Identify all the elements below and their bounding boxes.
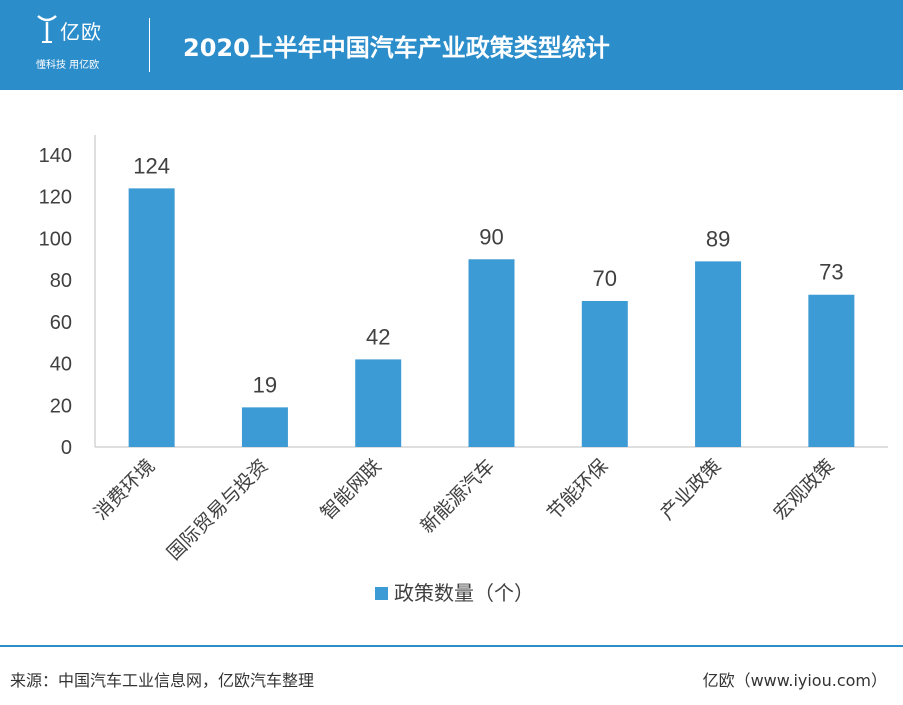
chart-title: 2020上半年中国汽车产业政策类型统计	[183, 34, 610, 62]
logo: 亿欧 懂科技 用亿欧	[28, 12, 138, 78]
y-tick-label: 20	[50, 395, 72, 417]
bar	[581, 301, 628, 447]
bar	[808, 294, 855, 447]
credit-note: 亿欧（www.iyiou.com）	[702, 671, 887, 690]
legend-label: 政策数量（个）	[394, 581, 534, 605]
data-label: 19	[253, 372, 277, 397]
y-tick-label: 140	[39, 145, 72, 167]
header-banner: 亿欧 懂科技 用亿欧 2020上半年中国汽车产业政策类型统计	[0, 0, 903, 90]
y-tick-label: 0	[61, 437, 72, 459]
bar	[695, 261, 742, 447]
category-label: 新能源汽车	[416, 455, 499, 538]
footer-divider	[0, 645, 903, 647]
category-label: 节能环保	[543, 455, 612, 524]
category-label: 消费环境	[90, 455, 159, 524]
source-note: 来源：中国汽车工业信息网，亿欧汽车整理	[10, 671, 315, 690]
header-divider	[149, 18, 150, 72]
data-label: 124	[133, 153, 170, 178]
bar	[355, 359, 402, 447]
logo-slogan: 懂科技 用亿欧	[36, 60, 100, 71]
bar	[468, 259, 515, 447]
y-tick-label: 40	[50, 354, 72, 376]
data-label: 90	[479, 224, 503, 249]
yiou-logo-icon	[37, 15, 57, 43]
data-label: 89	[706, 226, 730, 251]
bar	[241, 407, 288, 447]
y-tick-label: 120	[39, 187, 72, 209]
data-label: 73	[819, 260, 843, 285]
y-tick-label: 80	[50, 270, 72, 292]
category-label: 宏观政策	[770, 455, 839, 524]
y-tick-label: 60	[50, 312, 72, 334]
bar-chart: 0 20 40 60 80 100 120 140 124 消费环境 19 国际贸易与投资 42 智能网联…	[39, 135, 888, 605]
category-label: 产业政策	[656, 455, 725, 524]
bar	[128, 188, 175, 447]
category-label: 智能网联	[316, 455, 385, 524]
legend-swatch	[375, 587, 388, 600]
category-label: 国际贸易与投资	[163, 455, 273, 565]
data-label: 42	[366, 324, 390, 349]
logo-name: 亿欧	[60, 20, 102, 44]
y-tick-label: 100	[39, 228, 72, 250]
data-label: 70	[593, 266, 617, 291]
